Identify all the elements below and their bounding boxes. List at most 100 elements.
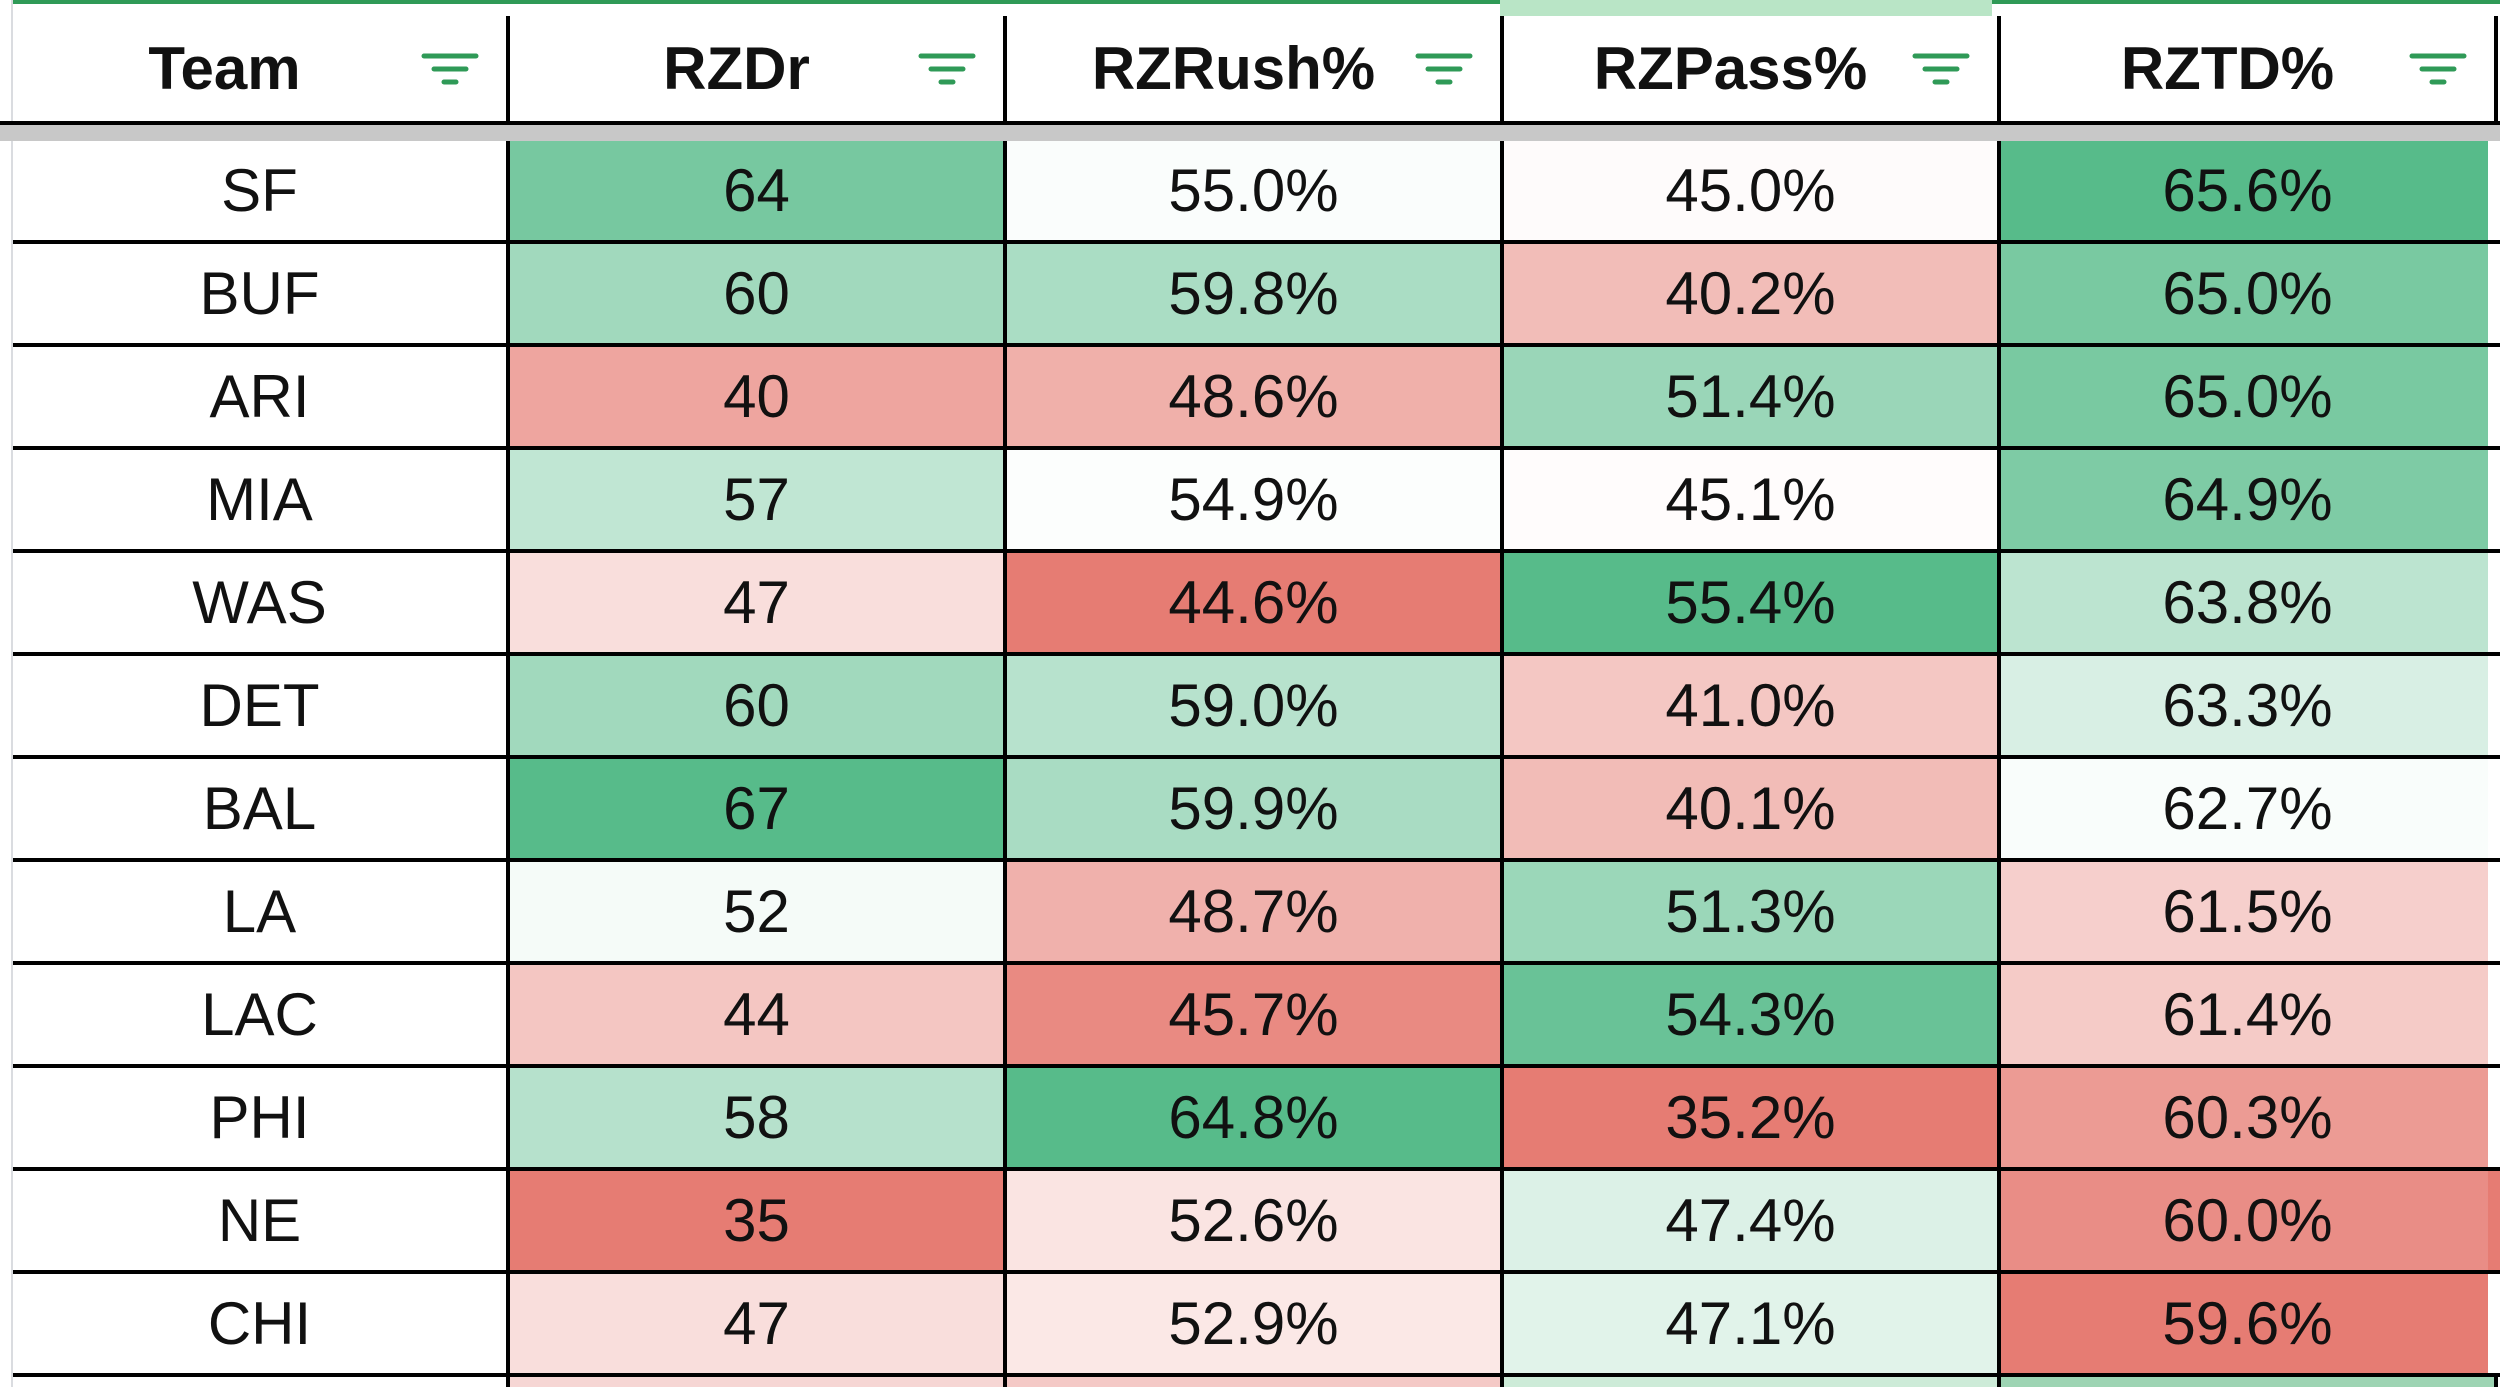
cell-team[interactable]: NE bbox=[13, 1171, 510, 1270]
cell-rzdr[interactable]: 64 bbox=[510, 141, 1007, 240]
frozen-row-divider[interactable] bbox=[0, 121, 2500, 141]
cell-rzrush[interactable]: 59.0% bbox=[1007, 656, 1504, 755]
column-header-label: RZDr bbox=[663, 35, 810, 102]
cell-rzdr[interactable]: 44 bbox=[510, 965, 1007, 1064]
cell-rztd[interactable]: 61.5% bbox=[2001, 862, 2498, 961]
table-row: MIA 57 54.9% 45.1% 64.9% bbox=[13, 450, 2498, 553]
sliver-cell bbox=[2488, 141, 2500, 244]
table-row: PHI 58 64.8% 35.2% 60.3% bbox=[13, 1068, 2498, 1171]
cell-rzdr[interactable]: 67 bbox=[510, 759, 1007, 858]
sliver-cell bbox=[2488, 347, 2500, 450]
column-highlight bbox=[1500, 0, 1992, 16]
table-row: BAL 67 59.9% 40.1% 62.7% bbox=[13, 759, 2498, 862]
cell-rzpass[interactable]: 55.4% bbox=[1504, 553, 2001, 652]
cell-rzdr[interactable]: 47 bbox=[510, 1274, 1007, 1373]
cell-rzpass[interactable]: 45.0% bbox=[1504, 141, 2001, 240]
cell-rztd[interactable]: 64.9% bbox=[2001, 450, 2498, 549]
cell-team[interactable]: ARI bbox=[13, 347, 510, 446]
cell-partial[interactable] bbox=[1504, 1377, 2001, 1387]
cell-rzrush[interactable]: 59.9% bbox=[1007, 759, 1504, 858]
cell-rztd[interactable]: 62.7% bbox=[2001, 759, 2498, 858]
cell-team[interactable]: PHI bbox=[13, 1068, 510, 1167]
cell-partial[interactable] bbox=[510, 1377, 1007, 1387]
cell-rzdr[interactable]: 60 bbox=[510, 244, 1007, 343]
cell-rzpass[interactable]: 41.0% bbox=[1504, 656, 2001, 755]
table-row: WAS 47 44.6% 55.4% 63.8% bbox=[13, 553, 2498, 656]
cell-rzrush[interactable]: 45.7% bbox=[1007, 965, 1504, 1064]
cell-rztd[interactable]: 65.0% bbox=[2001, 347, 2498, 446]
sliver-cell bbox=[2488, 656, 2500, 759]
column-header-label: Team bbox=[148, 35, 301, 102]
cell-team[interactable]: WAS bbox=[13, 553, 510, 652]
filter-icon[interactable] bbox=[1414, 50, 1474, 90]
cell-rztd[interactable]: 65.6% bbox=[2001, 141, 2498, 240]
cell-rztd[interactable]: 63.3% bbox=[2001, 656, 2498, 755]
cell-rzpass[interactable]: 40.1% bbox=[1504, 759, 2001, 858]
cell-rzrush[interactable]: 48.7% bbox=[1007, 862, 1504, 961]
filter-icon[interactable] bbox=[420, 50, 480, 90]
filter-icon[interactable] bbox=[2408, 50, 2468, 90]
cell-rzdr[interactable]: 58 bbox=[510, 1068, 1007, 1167]
cell-rzrush[interactable]: 55.0% bbox=[1007, 141, 1504, 240]
cell-team[interactable]: BUF bbox=[13, 244, 510, 343]
header-cell-rzrush[interactable]: RZRush% bbox=[1007, 16, 1504, 121]
cell-rzpass[interactable]: 35.2% bbox=[1504, 1068, 2001, 1167]
table-row: LAC 44 45.7% 54.3% 61.4% bbox=[13, 965, 2498, 1068]
cell-rzrush[interactable]: 54.9% bbox=[1007, 450, 1504, 549]
cell-partial[interactable] bbox=[13, 1377, 510, 1387]
cell-rzdr[interactable]: 60 bbox=[510, 656, 1007, 755]
cell-rzdr[interactable]: 40 bbox=[510, 347, 1007, 446]
cell-rzpass[interactable]: 51.3% bbox=[1504, 862, 2001, 961]
filter-icon[interactable] bbox=[1911, 50, 1971, 90]
cell-partial[interactable] bbox=[2001, 1377, 2498, 1387]
cell-partial[interactable] bbox=[1007, 1377, 1504, 1387]
cell-rztd[interactable]: 60.3% bbox=[2001, 1068, 2498, 1167]
column-header-label: RZRush% bbox=[1091, 35, 1376, 102]
cell-rzrush[interactable]: 59.8% bbox=[1007, 244, 1504, 343]
cell-rzrush[interactable]: 64.8% bbox=[1007, 1068, 1504, 1167]
header-cell-rzdr[interactable]: RZDr bbox=[510, 16, 1007, 121]
table-row: ARI 40 48.6% 51.4% 65.0% bbox=[13, 347, 2498, 450]
table-row: LA 52 48.7% 51.3% 61.5% bbox=[13, 862, 2498, 965]
cell-team[interactable]: LAC bbox=[13, 965, 510, 1064]
header-cell-team[interactable]: Team bbox=[13, 16, 510, 121]
cell-rztd[interactable]: 61.4% bbox=[2001, 965, 2498, 1064]
column-header-label: RZTD% bbox=[2120, 35, 2335, 102]
table-row: BUF 60 59.8% 40.2% 65.0% bbox=[13, 244, 2498, 347]
cell-rzpass[interactable]: 47.4% bbox=[1504, 1171, 2001, 1270]
cell-rzrush[interactable]: 48.6% bbox=[1007, 347, 1504, 446]
cell-rzdr[interactable]: 52 bbox=[510, 862, 1007, 961]
cell-rztd[interactable]: 65.0% bbox=[2001, 244, 2498, 343]
cell-team[interactable]: MIA bbox=[13, 450, 510, 549]
selection-topline bbox=[0, 0, 2500, 4]
table-row: CHI 47 52.9% 47.1% 59.6% bbox=[13, 1274, 2498, 1377]
cell-rztd[interactable]: 63.8% bbox=[2001, 553, 2498, 652]
cell-rztd[interactable]: 60.0% bbox=[2001, 1171, 2498, 1270]
cell-rzdr[interactable]: 57 bbox=[510, 450, 1007, 549]
filter-icon[interactable] bbox=[917, 50, 977, 90]
sliver-cell bbox=[2488, 759, 2500, 862]
cell-rzpass[interactable]: 51.4% bbox=[1504, 347, 2001, 446]
cell-team[interactable]: LA bbox=[13, 862, 510, 961]
sliver-cell bbox=[2488, 1171, 2500, 1274]
cell-rzpass[interactable]: 47.1% bbox=[1504, 1274, 2001, 1373]
cell-rzdr[interactable]: 47 bbox=[510, 553, 1007, 652]
header-cell-rztd[interactable]: RZTD% bbox=[2001, 16, 2498, 121]
cell-rzpass[interactable]: 40.2% bbox=[1504, 244, 2001, 343]
cell-team[interactable]: SF bbox=[13, 141, 510, 240]
cell-team[interactable]: DET bbox=[13, 656, 510, 755]
header-cell-rzpass[interactable]: RZPass% bbox=[1504, 16, 2001, 121]
table-row: SF 64 55.0% 45.0% 65.6% bbox=[13, 141, 2498, 244]
sliver-cell bbox=[2488, 965, 2500, 1068]
cell-rzrush[interactable]: 52.9% bbox=[1007, 1274, 1504, 1373]
cell-team[interactable]: BAL bbox=[13, 759, 510, 858]
cell-rzdr[interactable]: 35 bbox=[510, 1171, 1007, 1270]
cell-team[interactable]: CHI bbox=[13, 1274, 510, 1373]
cell-rzrush[interactable]: 44.6% bbox=[1007, 553, 1504, 652]
cell-rzrush[interactable]: 52.6% bbox=[1007, 1171, 1504, 1270]
cell-rzpass[interactable]: 54.3% bbox=[1504, 965, 2001, 1064]
cell-rztd[interactable]: 59.6% bbox=[2001, 1274, 2498, 1373]
sliver-cell bbox=[2488, 1274, 2500, 1377]
cell-rzpass[interactable]: 45.1% bbox=[1504, 450, 2001, 549]
